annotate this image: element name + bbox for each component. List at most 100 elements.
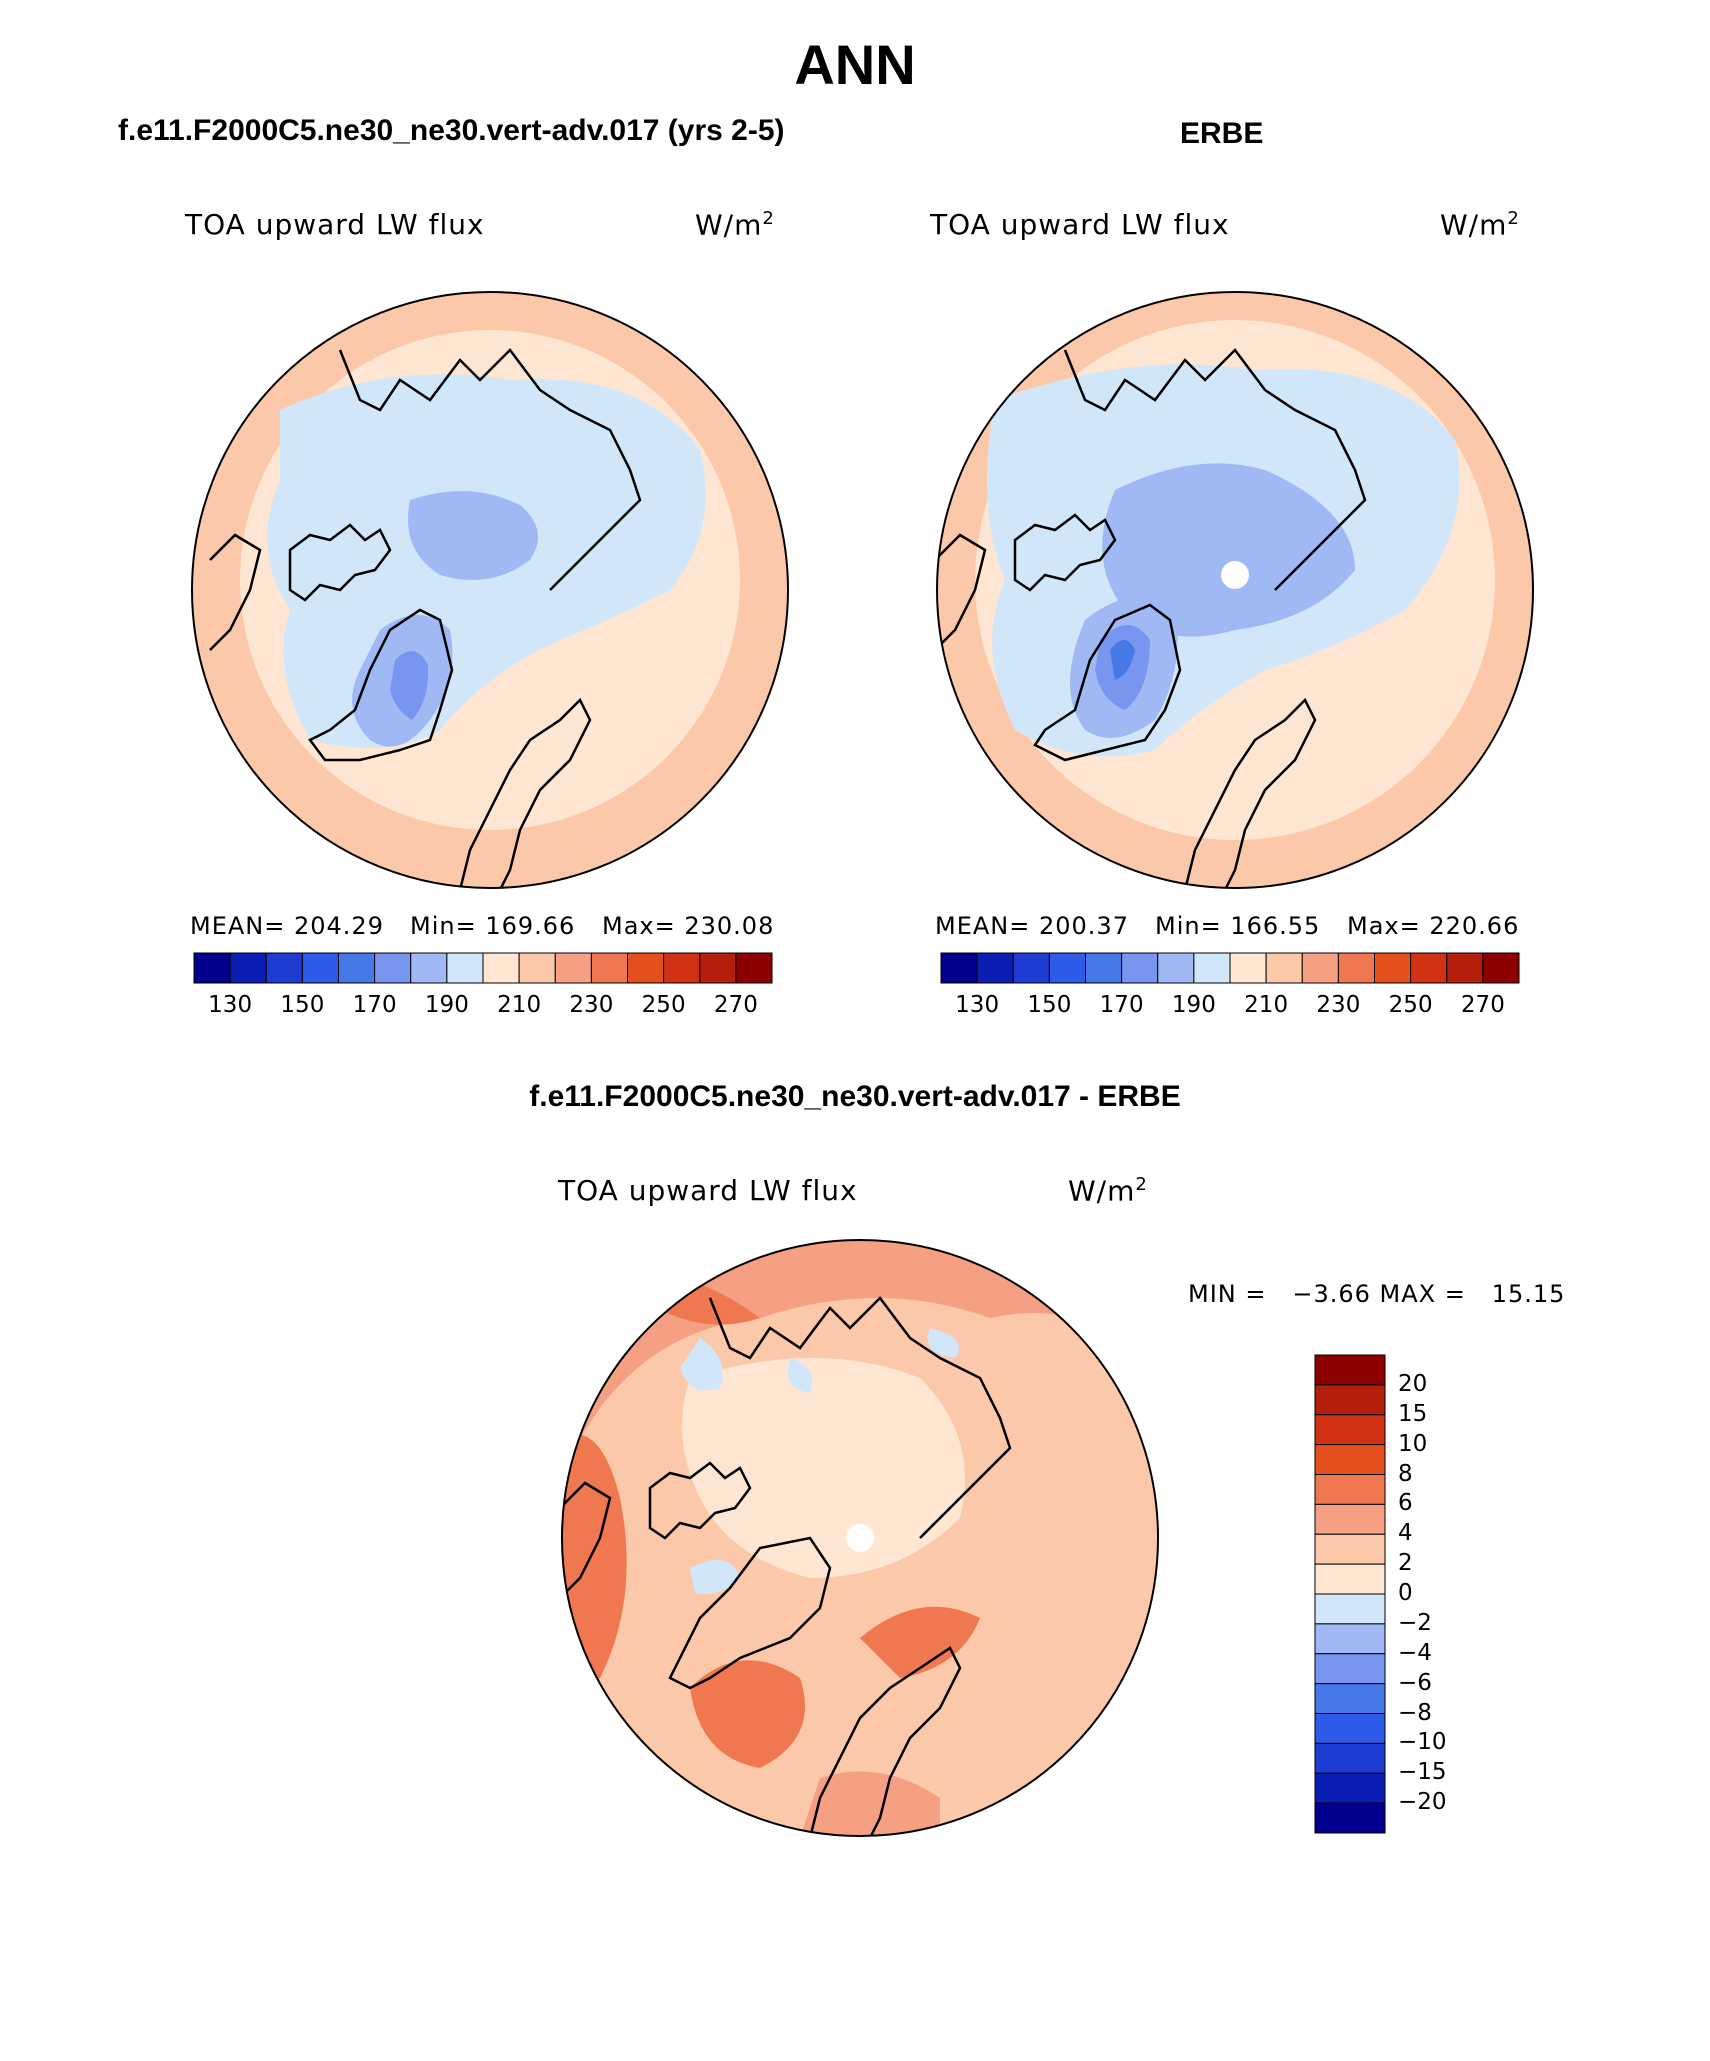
- colorbar-swatch: [1374, 952, 1412, 984]
- colorbar-swatch: [1314, 1742, 1386, 1774]
- colorbar-swatch: [1314, 1474, 1386, 1505]
- colorbar-swatch: [1012, 952, 1050, 984]
- panel2-mean: MEAN= 200.37: [935, 912, 1129, 940]
- panel2-min: Min= 166.55: [1155, 912, 1321, 940]
- diff-case-title: f.e11.F2000C5.ne30_ne30.vert-adv.017 - E…: [529, 1080, 1181, 1113]
- panel2-colorbar-ticks: 130 150 170 190 210 230 250 270: [941, 992, 1519, 1022]
- colorbar-tick-label: 6: [1398, 1490, 1413, 1517]
- diff-coastline-scandinavia: [808, 1646, 962, 1836]
- colorbar-tick-label: 2: [1398, 1550, 1413, 1577]
- diff-polar-map: [561, 1239, 1159, 1837]
- diff-field-6-south: [800, 1771, 940, 1836]
- colorbar-swatch: [1314, 1713, 1386, 1744]
- colorbar-tick-label: 130: [955, 992, 1000, 1018]
- colorbar-swatch: [1157, 952, 1195, 984]
- colorbar-tick-label: −2: [1398, 1609, 1432, 1636]
- colorbar-tick-label: −20: [1398, 1789, 1447, 1816]
- panel2-coastline-archipelago: [1013, 513, 1117, 592]
- colorbar-swatch: [1314, 1653, 1386, 1685]
- colorbar-tick-label: 150: [280, 992, 325, 1018]
- colorbar-swatch: [1314, 1683, 1386, 1714]
- panel1-case-title: f.e11.F2000C5.ne30_ne30.vert-adv.017 (yr…: [118, 114, 785, 147]
- colorbar-swatch: [1314, 1384, 1386, 1416]
- colorbar-swatch: [1121, 952, 1159, 984]
- colorbar-swatch: [1314, 1593, 1386, 1625]
- colorbar-swatch: [735, 952, 773, 984]
- colorbar-swatch: [1048, 952, 1086, 984]
- diff-field-2: [682, 1358, 965, 1578]
- colorbar-swatch: [193, 952, 231, 984]
- colorbar-tick-label: 130: [208, 992, 253, 1018]
- panel1-coastline-archipelago: [288, 523, 392, 602]
- colorbar-tick-label: 0: [1398, 1580, 1413, 1606]
- colorbar-tick-label: 210: [497, 992, 542, 1018]
- panel2-variable-label: TOA upward LW flux: [930, 208, 1230, 241]
- colorbar-tick-label: 230: [1316, 992, 1361, 1018]
- colorbar-swatch: [374, 952, 412, 984]
- colorbar-swatch: [1410, 952, 1448, 984]
- colorbar-swatch: [1314, 1503, 1386, 1535]
- diff-field-8-barents: [860, 1606, 980, 1678]
- panel1-field-150: [390, 651, 429, 720]
- diff-field-neg2-b: [787, 1358, 813, 1393]
- colorbar-swatch: [1085, 952, 1123, 984]
- diff-field-neg2-d: [690, 1560, 740, 1594]
- colorbar-swatch: [1265, 952, 1303, 984]
- colorbar-tick-label: 8: [1398, 1460, 1413, 1487]
- colorbar-swatch: [627, 952, 665, 984]
- colorbar-tick-label: 250: [641, 992, 686, 1018]
- colorbar-tick-label: 270: [1460, 992, 1505, 1018]
- panel2-case-title: ERBE: [1180, 117, 1264, 150]
- panel2-pole-hole: [1221, 561, 1249, 589]
- panel2-units-label: W/m2: [1440, 208, 1520, 242]
- panel2-polar-map: [936, 291, 1534, 889]
- diff-units-label: W/m2: [1068, 1174, 1148, 1208]
- panel1-coastline-hudson: [209, 533, 262, 651]
- colorbar-swatch: [1229, 952, 1267, 984]
- panel2-coastline-hudson: [937, 533, 987, 651]
- colorbar-swatch: [446, 952, 484, 984]
- diff-field-neg2-a: [680, 1338, 723, 1391]
- colorbar-tick-label: −10: [1398, 1729, 1447, 1756]
- colorbar-swatch: [338, 952, 376, 984]
- colorbar-swatch: [410, 952, 448, 984]
- panel1-max: Max= 230.08: [602, 912, 775, 940]
- colorbar-swatch: [1314, 1802, 1386, 1834]
- panel1-coastline-scandinavia: [458, 697, 592, 888]
- colorbar-swatch: [518, 952, 556, 984]
- colorbar-tick-label: −15: [1398, 1759, 1447, 1786]
- colorbar-swatch: [1314, 1563, 1386, 1595]
- colorbar-tick-label: 270: [713, 992, 758, 1018]
- colorbar-tick-label: 250: [1388, 992, 1433, 1018]
- colorbar-swatch: [1482, 952, 1520, 984]
- colorbar-swatch: [1193, 952, 1231, 984]
- diff-field-neg2-c: [927, 1328, 960, 1358]
- colorbar-tick-label: −8: [1398, 1699, 1432, 1726]
- colorbar-tick-label: 20: [1398, 1370, 1428, 1397]
- diff-minmax: MIN = −3.66 MAX = 15.15: [1188, 1280, 1566, 1308]
- colorbar-swatch: [940, 952, 978, 984]
- colorbar-swatch: [976, 952, 1014, 984]
- colorbar-swatch: [590, 952, 628, 984]
- panel2-coastline-siberia: [1063, 348, 1367, 591]
- panel2-coastline-scandinavia: [1183, 697, 1317, 888]
- colorbar-tick-label: −6: [1398, 1669, 1432, 1696]
- panel1-mean: MEAN= 204.29: [190, 912, 384, 940]
- diff-pole-hole: [846, 1524, 874, 1552]
- colorbar-tick-label: 170: [352, 992, 397, 1018]
- panel1-coastline-greenland: [308, 608, 454, 762]
- colorbar-swatch: [699, 952, 737, 984]
- colorbar-tick-label: 190: [1171, 992, 1216, 1018]
- colorbar-tick-label: −4: [1398, 1639, 1432, 1666]
- colorbar-tick-label: 230: [569, 992, 614, 1018]
- panel1-colorbar-ticks: 130 150 170 190 210 230 250 270: [194, 992, 772, 1022]
- colorbar-swatch: [663, 952, 701, 984]
- panel2-coastline-greenland: [1033, 603, 1182, 762]
- panel1-units-label: W/m2: [695, 208, 775, 242]
- diff-variable-label: TOA upward LW flux: [558, 1174, 858, 1207]
- panel1-variable-label: TOA upward LW flux: [185, 208, 485, 241]
- colorbar-swatch: [1446, 952, 1484, 984]
- colorbar-tick-label: 190: [424, 992, 469, 1018]
- panel1-colorbar: [193, 952, 773, 984]
- panel1-polar-map: [191, 291, 789, 889]
